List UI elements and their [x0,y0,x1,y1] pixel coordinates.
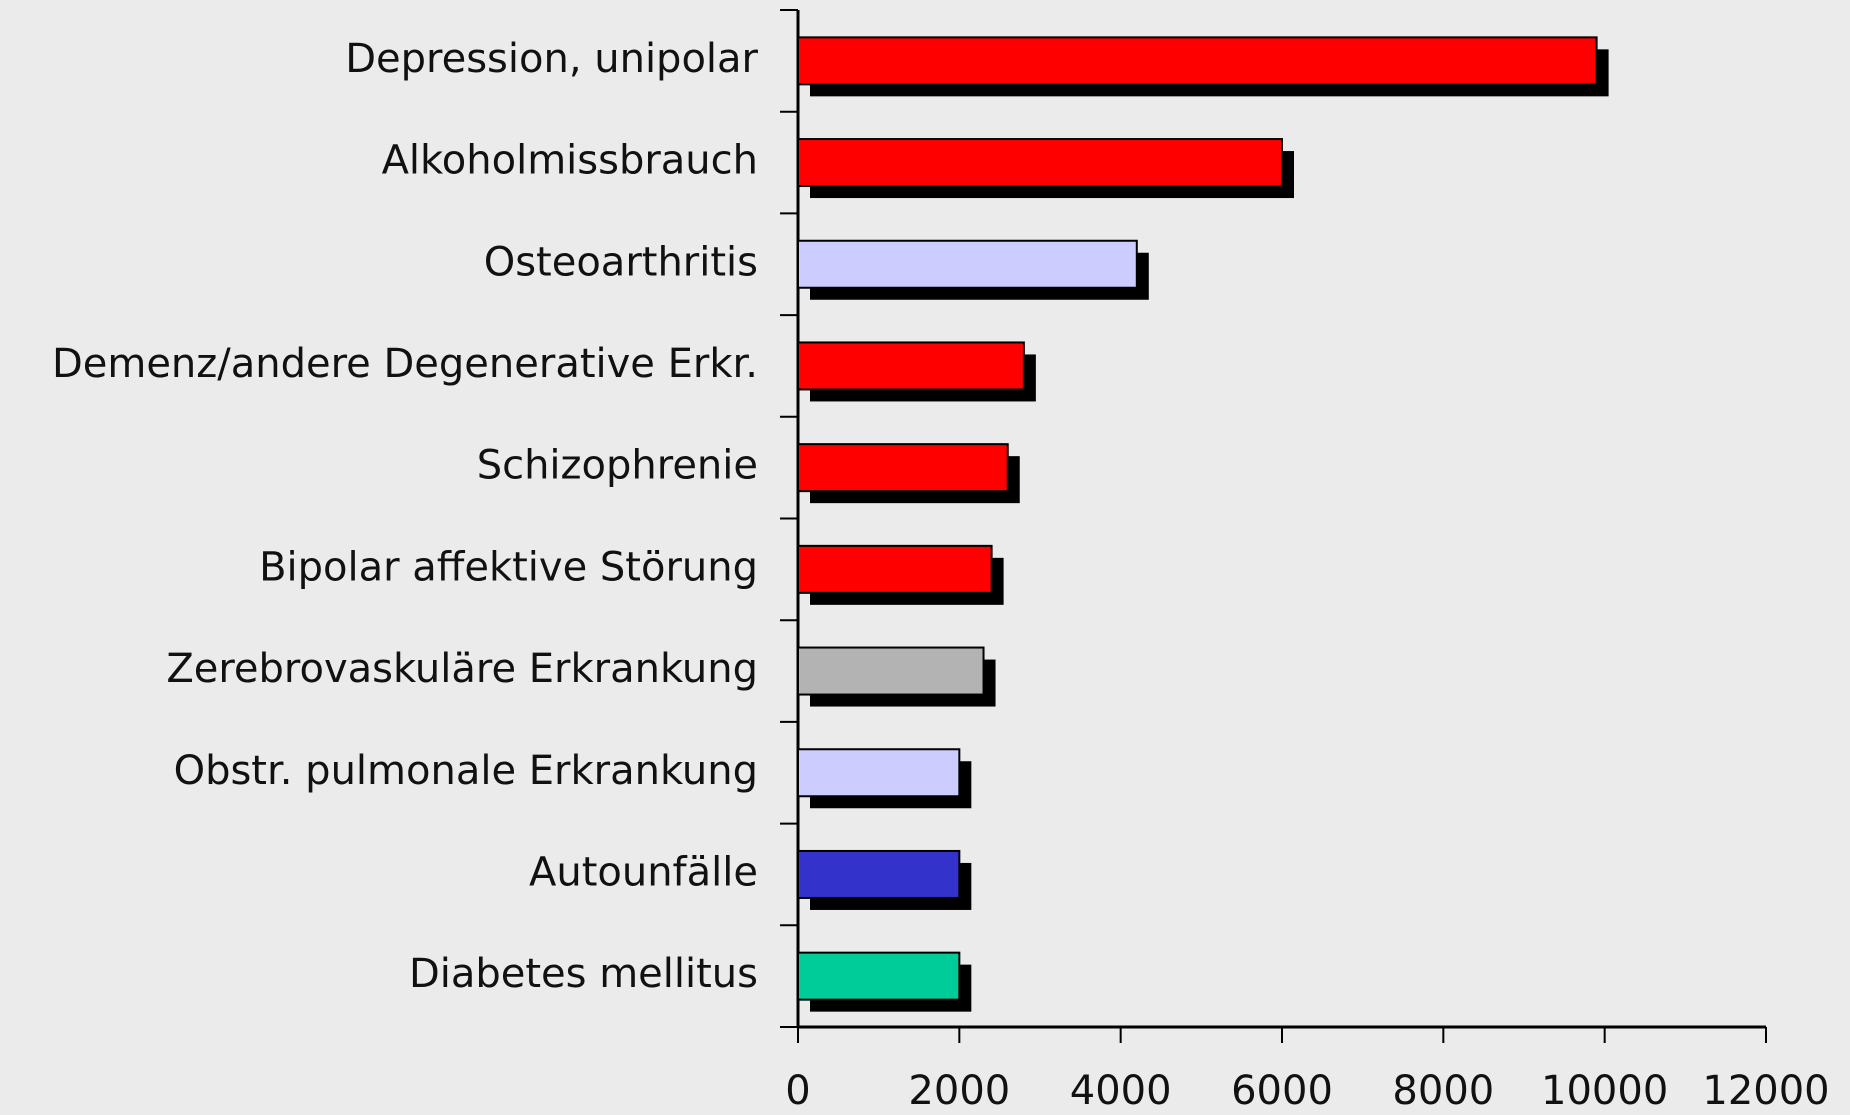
y-tick-label: Obstr. pulmonale Erkrankung [174,748,758,794]
x-tick-label: 4000 [1070,1068,1172,1114]
bar [797,138,1283,188]
bar [797,36,1598,86]
bar [797,849,961,899]
x-tick-label: 2000 [908,1068,1010,1114]
y-tick-label: Bipolar affektive Störung [259,544,758,590]
y-tick-label: Schizophrenie [477,443,758,489]
bar [797,443,1009,493]
bar [797,341,1025,391]
bar [797,951,961,1001]
bar [797,544,993,594]
y-tick-label: Osteoarthritis [484,239,758,285]
x-tick-label: 8000 [1392,1068,1494,1114]
x-tick-label: 12000 [1702,1068,1829,1114]
y-tick-label: Zerebrovaskuläre Erkrankung [166,646,758,692]
y-tick-label: Alkoholmissbrauch [382,138,758,184]
y-tick-label: Autounfälle [529,849,758,895]
y-tick-label: Diabetes mellitus [409,951,758,997]
x-tick-label: 0 [785,1068,810,1114]
y-tick-label: Depression, unipolar [345,36,758,82]
bar [797,748,961,798]
y-tick-label: Demenz/andere Degenerative Erkr. [52,341,758,387]
bar [797,239,1138,289]
x-tick-label: 6000 [1231,1068,1333,1114]
x-tick-label: 10000 [1541,1068,1668,1114]
bar [797,646,985,696]
